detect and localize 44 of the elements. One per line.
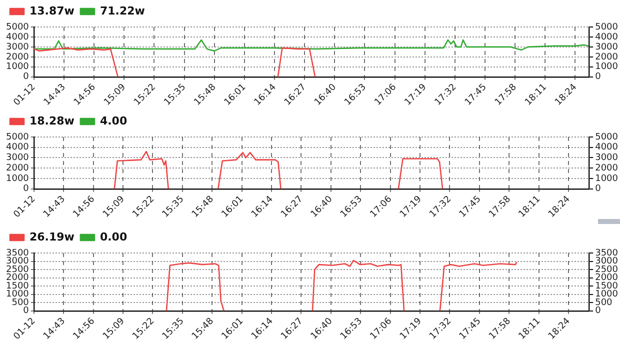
legend-label: 4.00 [100,114,128,128]
y-tick-label: 0 [23,72,30,82]
legend-label: 26.19w [30,230,74,244]
legend-label: 13.87w [30,4,74,18]
y-tick-label: 3500 [6,248,30,258]
y-tick-label: 2000 [6,163,30,174]
y2-tick-label: 4000 [595,32,618,42]
y-tick-label: 0 [23,306,30,316]
y2-tick-label: 3000 [595,42,618,52]
y2-tick-label: 500 [595,298,613,308]
y-tick-label: 3000 [6,153,30,164]
y-tick-label: 5000 [6,132,30,142]
y-tick-label: 4000 [6,32,30,42]
y2-tick-label: 1000 [595,174,618,184]
y2-tick-label: 1500 [595,281,618,292]
y2-tick-label: 2000 [595,52,618,62]
y2-tick-label: 4000 [595,142,618,153]
y-tick-label: 2500 [6,264,30,275]
y2-tick-label: 5000 [595,132,618,142]
y-tick-label: 2000 [6,273,30,284]
legend-label: 71.22w [100,4,145,18]
y-tick-label: 3000 [6,42,30,52]
y-tick-label: 2000 [6,52,30,62]
y-tick-label: 1000 [6,62,30,72]
y-tick-label: 5000 [6,22,30,32]
y-tick-label: 0 [23,184,30,194]
y-tick-label: 1000 [6,174,30,184]
y-tick-label: 4000 [6,142,30,153]
y2-tick-label: 3500 [595,248,618,258]
y2-tick-label: 1000 [595,62,618,72]
y-tick-label: 1500 [6,281,30,292]
y2-tick-label: 2500 [595,264,618,275]
y2-tick-label: 5000 [595,22,618,32]
y2-tick-label: 0 [595,306,602,316]
y2-tick-label: 2000 [595,163,618,174]
y-tick-label: 1000 [6,290,30,300]
y2-tick-label: 1000 [595,290,618,300]
y2-tick-label: 0 [595,72,602,82]
legend-label: 18.28w [30,114,74,128]
y2-tick-label: 3000 [595,153,618,164]
y2-tick-label: 2000 [595,273,618,284]
legend-label: 0.00 [100,230,128,244]
y-tick-label: 500 [12,298,30,308]
y2-tick-label: 0 [595,184,602,194]
